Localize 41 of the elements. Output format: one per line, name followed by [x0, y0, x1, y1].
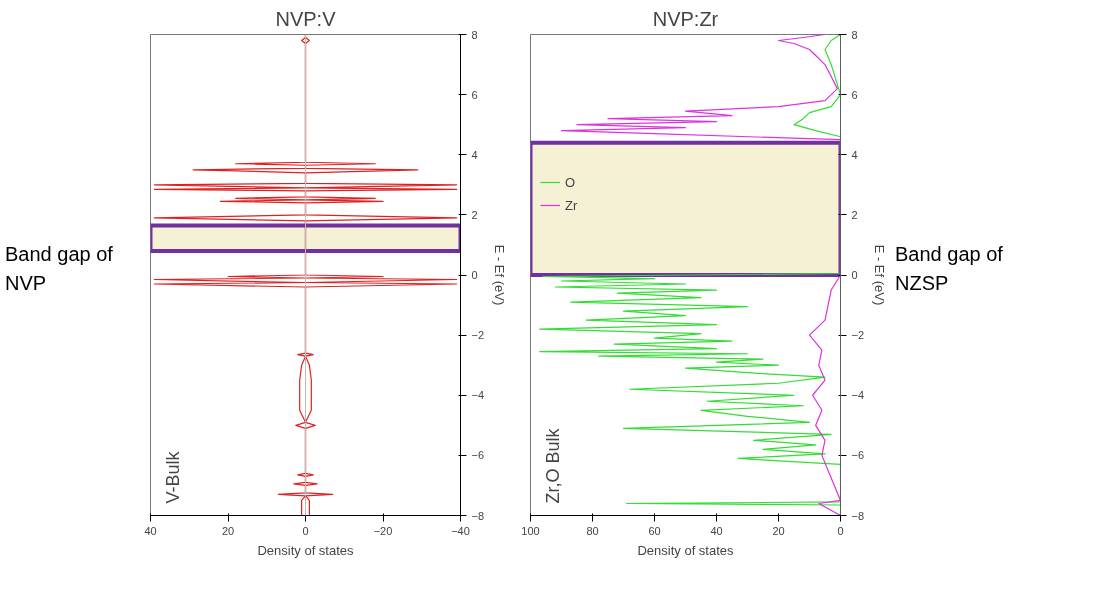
x-tick-label: 40: [710, 524, 723, 537]
y-tick-label: 2: [471, 208, 478, 221]
x-tick-label: 60: [648, 524, 661, 537]
chart-title: NVP:V: [275, 7, 337, 30]
annotation: V-Bulk: [162, 450, 183, 504]
x-tick-label: −40: [451, 524, 470, 537]
y-tick-label: 6: [471, 88, 478, 101]
x-tick-label: 100: [521, 524, 540, 537]
y-tick-label: −4: [851, 389, 865, 402]
y-tick-label: 8: [471, 28, 478, 41]
y-tick-label: 8: [851, 28, 858, 41]
band-label: Band gap of NVP: [5, 242, 114, 296]
x-tick-label: 40: [144, 524, 157, 537]
legend-label: Zr: [565, 197, 579, 213]
y-tick-label: 0: [851, 269, 858, 281]
y-tick-label: −2: [851, 329, 865, 342]
x-axis-title: Density of states: [637, 542, 735, 558]
x-axis-title: Density of states: [257, 542, 355, 558]
x-tick-label: 20: [221, 524, 235, 537]
y-axis-title: E - Ef (eV): [872, 244, 888, 306]
y-tick-label: −2: [471, 329, 485, 342]
y-tick-label: −4: [471, 389, 485, 402]
x-tick-label: 80: [586, 524, 599, 537]
band-label: Band gap of NZSP: [895, 242, 1004, 296]
y-tick-label: 2: [851, 208, 858, 221]
y-tick-label: −8: [851, 509, 865, 522]
legend-label: O: [565, 174, 577, 190]
y-tick-label: −6: [471, 449, 485, 462]
y-axis-title: E - Ef (eV): [492, 244, 508, 306]
x-tick-label: −20: [373, 524, 393, 537]
y-tick-label: −6: [851, 449, 865, 462]
annotation: Zr,O Bulk: [542, 427, 563, 504]
y-tick-label: 4: [851, 148, 858, 161]
chart-title: NVP:Zr: [652, 7, 719, 30]
y-tick-label: −8: [471, 509, 485, 522]
x-tick-label: 0: [837, 524, 844, 537]
y-tick-label: 6: [851, 88, 858, 101]
y-tick-label: 4: [471, 148, 478, 161]
x-tick-label: 20: [772, 524, 785, 537]
x-tick-label: 0: [302, 524, 309, 537]
y-tick-label: 0: [471, 269, 478, 281]
